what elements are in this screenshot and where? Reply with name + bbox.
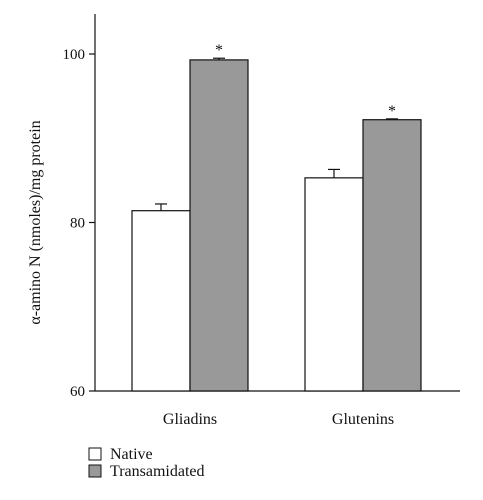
bar-transamidated-gliadins [189,59,249,392]
bar-native-gliadins [131,210,191,392]
legend-swatch-native [88,447,102,461]
labels: 60 80 100 α-amino N (nmoles)/mg protein Glia… [27,42,396,428]
y-axis-title: α-amino N (nmoles)/mg protein [27,120,44,324]
bar-transamidated-glutenins [362,119,422,392]
bars [131,57,422,392]
significance-marker: * [388,103,396,120]
significance-marker: * [215,42,223,59]
legend-label-transamidated: Transamidated [110,463,205,480]
legend-swatch-transamidated [88,464,102,478]
legend-label-native: Native [110,446,153,463]
x-tick-label: Gliadins [163,411,217,428]
y-tick-label: 80 [70,216,85,232]
bar-native-glutenins [304,177,364,392]
y-tick-label: 100 [63,47,86,63]
x-tick-label: Glutenins [332,411,394,428]
y-tick-label: 60 [70,384,85,400]
